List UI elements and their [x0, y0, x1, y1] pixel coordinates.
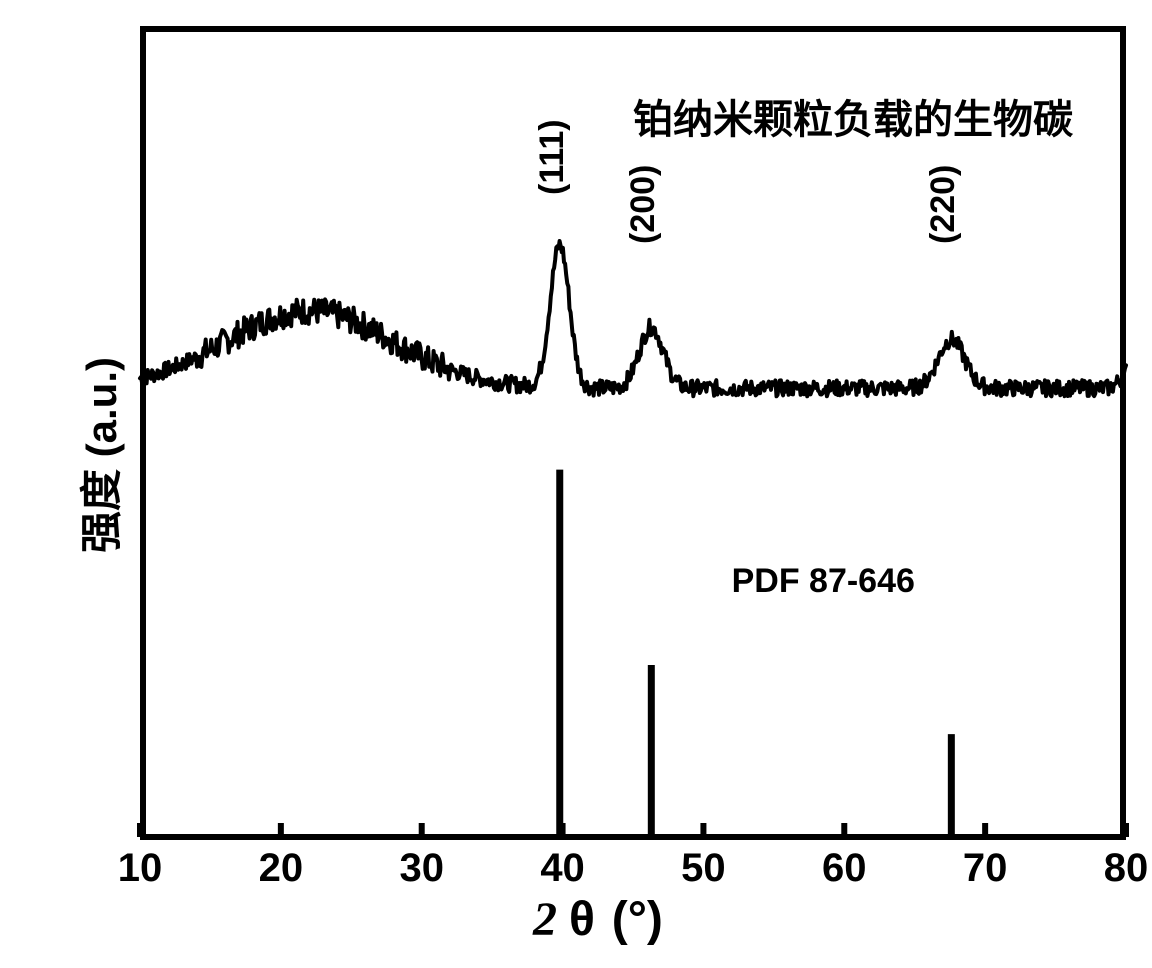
- sample-title-annotation: 铂纳米颗粒负载的生物碳: [633, 87, 1073, 145]
- x-tick-label: 60: [814, 846, 874, 891]
- plot-area: [140, 26, 1126, 840]
- x-tick-label: 30: [392, 846, 452, 891]
- plot-svg: [140, 26, 1126, 840]
- x-tick-label: 80: [1096, 846, 1152, 891]
- peak-label: (111): [533, 120, 572, 196]
- x-tick-label: 50: [673, 846, 733, 891]
- x-axis-label: 2θ(°): [533, 892, 663, 947]
- pdf-reference-annotation: PDF 87-646: [732, 562, 915, 601]
- peak-label: (200): [624, 165, 663, 244]
- x-tick-label: 70: [955, 846, 1015, 891]
- x-tick-label: 20: [251, 846, 311, 891]
- y-axis-label: 强度 (a.u.): [68, 357, 129, 553]
- peak-label: (220): [924, 165, 963, 244]
- x-tick-label: 40: [533, 846, 593, 891]
- xrd-figure: 强度 (a.u.) 2θ(°) 铂纳米颗粒负载的生物碳 PDF 87-646 1…: [0, 0, 1152, 968]
- x-tick-label: 10: [110, 846, 170, 891]
